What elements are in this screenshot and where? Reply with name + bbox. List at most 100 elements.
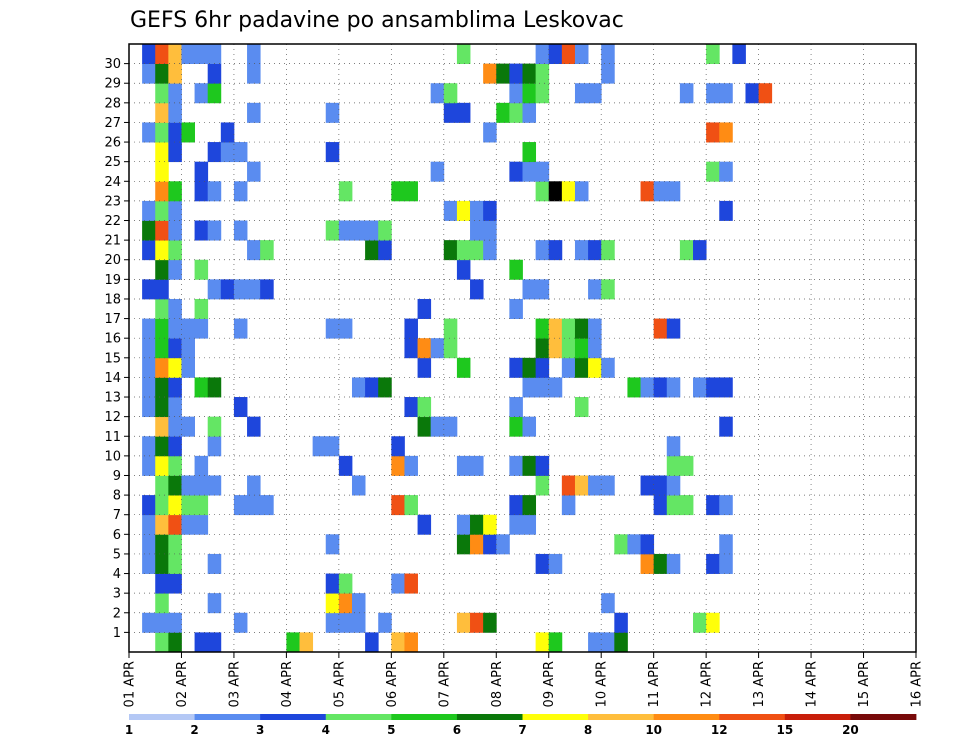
heatmap-cell — [168, 553, 182, 574]
legend-swatch — [194, 714, 261, 720]
legend-swatch — [129, 714, 195, 720]
heatmap-cell — [588, 338, 602, 359]
y-tick-label: 10 — [104, 449, 121, 464]
heatmap-cell — [155, 377, 169, 398]
heatmap-cell — [260, 495, 274, 516]
heatmap-cell — [627, 377, 641, 398]
heatmap-cell — [155, 318, 169, 339]
heatmap-cell — [260, 279, 274, 300]
heatmap-cell — [574, 318, 589, 339]
heatmap-cell — [706, 161, 720, 182]
heatmap-cell — [653, 495, 668, 516]
heatmap-cell — [496, 534, 510, 555]
y-tick-label: 23 — [104, 194, 121, 209]
heatmap-cell — [535, 338, 550, 359]
heatmap-cell — [391, 632, 405, 653]
heatmap-cell — [601, 357, 615, 378]
heatmap-cell — [535, 83, 550, 104]
heatmap-cell — [666, 455, 681, 476]
heatmap-cell — [155, 240, 169, 261]
y-tick-label: 6 — [113, 528, 121, 543]
heatmap-cell — [155, 573, 169, 594]
heatmap-cell — [142, 44, 156, 65]
heatmap-cell — [496, 63, 510, 84]
heatmap-cell — [181, 338, 195, 359]
heatmap-cell — [168, 122, 182, 143]
heatmap-cell — [312, 436, 327, 457]
heatmap-cell — [561, 44, 576, 65]
heatmap-cell — [391, 495, 405, 516]
heatmap-cell — [456, 514, 471, 535]
y-tick-label: 5 — [113, 547, 121, 562]
y-tick-label: 18 — [104, 292, 121, 307]
heatmap-cell — [391, 181, 405, 202]
heatmap-cell — [391, 573, 405, 594]
heatmap-cell — [181, 357, 195, 378]
y-tick-label: 24 — [104, 175, 121, 190]
heatmap-cell — [548, 553, 563, 574]
x-tick-label: 13 APR — [752, 661, 767, 707]
y-tick-label: 30 — [104, 57, 121, 72]
x-tick-label: 11 APR — [647, 661, 662, 707]
heatmap-cell — [233, 397, 248, 418]
heatmap-cell — [391, 436, 405, 457]
heatmap-cell — [509, 259, 523, 280]
heatmap-cell — [706, 495, 720, 516]
legend-label: 7 — [518, 723, 526, 737]
heatmap-cell — [509, 102, 523, 123]
legend-swatch — [653, 714, 720, 720]
heatmap-cell — [535, 377, 550, 398]
heatmap-cell — [588, 632, 602, 653]
heatmap-cell — [168, 357, 182, 378]
heatmap-cell — [666, 475, 681, 496]
grid-lines — [129, 44, 916, 652]
heatmap-cell — [561, 495, 576, 516]
heatmap-cell — [509, 83, 523, 104]
heatmap-cell — [365, 240, 379, 261]
heatmap-cell — [706, 83, 720, 104]
heatmap-cell — [522, 83, 537, 104]
heatmap-cell — [653, 553, 668, 574]
heatmap-cell — [247, 161, 261, 182]
heatmap-cell — [404, 318, 418, 339]
heatmap-cell — [679, 240, 694, 261]
heatmap-cell — [470, 612, 484, 633]
legend-label: 15 — [776, 723, 793, 737]
heatmap-cell — [142, 436, 156, 457]
heatmap-cell — [706, 377, 720, 398]
heatmap-cell — [509, 455, 523, 476]
heatmap-cell — [574, 357, 589, 378]
heatmap-cell — [194, 455, 209, 476]
heatmap-cell — [351, 220, 366, 241]
heatmap-cell — [719, 553, 733, 574]
heatmap-cell — [351, 377, 366, 398]
legend-swatch — [588, 714, 655, 720]
heatmap-cell — [706, 44, 720, 65]
x-tick-label: 08 APR — [490, 661, 505, 707]
heatmap-cell — [181, 416, 195, 437]
heatmap-cell — [588, 240, 602, 261]
heatmap-cell — [168, 63, 182, 84]
heatmap-cell — [220, 122, 235, 143]
heatmap-cell — [588, 318, 602, 339]
heatmap-cell — [470, 240, 484, 261]
heatmap-cell — [574, 181, 589, 202]
heatmap-cell — [522, 63, 537, 84]
heatmap-cell — [194, 83, 209, 104]
heatmap-cell — [483, 63, 497, 84]
heatmap-cell — [168, 318, 182, 339]
heatmap-cell — [522, 161, 537, 182]
x-tick-label: 15 APR — [857, 661, 872, 707]
heatmap-cell — [220, 279, 235, 300]
heatmap-cell — [522, 455, 537, 476]
heatmap-cell — [522, 514, 537, 535]
legend-label: 8 — [584, 723, 592, 737]
heatmap-cell — [194, 495, 209, 516]
heatmap-cell — [155, 357, 169, 378]
heatmap-cell — [207, 553, 222, 574]
heatmap-cell — [470, 514, 484, 535]
heatmap-cell — [155, 279, 169, 300]
heatmap-cell — [640, 553, 655, 574]
heatmap-cell — [509, 161, 523, 182]
heatmap-cell — [496, 102, 510, 123]
